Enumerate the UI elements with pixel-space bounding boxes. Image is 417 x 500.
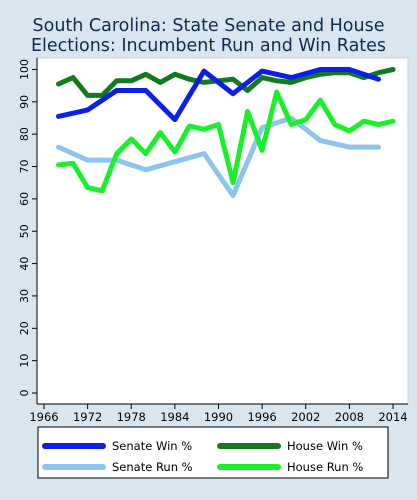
series-line-senate-win — [56, 67, 381, 123]
legend: Senate Win % House Win % Senate Run % House… — [37, 426, 389, 479]
x-tick-label: 1966 — [29, 410, 58, 424]
legend-label-senate-run: Senate Run % — [112, 460, 193, 474]
x-tick-label: 1972 — [73, 410, 102, 424]
y-tick-label: 30 — [18, 289, 31, 303]
y-tick-label: 60 — [18, 192, 31, 206]
series-line-house-win — [56, 67, 396, 98]
legend-label-house-win: House Win % — [287, 439, 363, 453]
chart-title-line-2: Elections: Incumbent Run and Win Rates — [30, 36, 387, 56]
x-tick-label: 1996 — [247, 410, 276, 424]
series-line-house-run — [56, 89, 396, 194]
x-tick-label: 2014 — [378, 410, 407, 424]
y-axis: 0 10 20 30 40 50 60 70 80 90 100 — [18, 58, 38, 404]
y-tick-label: 20 — [18, 321, 31, 335]
y-tick-label: 40 — [18, 257, 31, 271]
x-tick-label: 1990 — [204, 410, 233, 424]
legend-label-house-run: House Run % — [287, 460, 363, 474]
x-tick-label: 2002 — [291, 410, 320, 424]
y-tick-label: 70 — [18, 160, 31, 174]
y-tick-label: 90 — [18, 95, 31, 109]
x-axis: 1966 1972 1978 1984 1990 1996 2002 2008 2014 — [29, 403, 408, 424]
y-tick-label: 80 — [18, 127, 31, 141]
x-tick-label: 1984 — [160, 410, 189, 424]
y-tick-label: 10 — [18, 354, 31, 368]
series-lines — [56, 67, 396, 199]
y-tick-label: 100 — [18, 59, 31, 80]
plot-area — [36, 57, 409, 405]
chart-title-line-1: South Carolina: State Senate and House — [32, 16, 385, 36]
x-tick-label: 2008 — [335, 410, 364, 424]
x-tick-label: 1978 — [117, 410, 146, 424]
y-tick-label: 0 — [18, 390, 31, 397]
legend-label-senate-win: Senate Win % — [112, 439, 192, 453]
y-tick-label: 50 — [18, 224, 31, 238]
